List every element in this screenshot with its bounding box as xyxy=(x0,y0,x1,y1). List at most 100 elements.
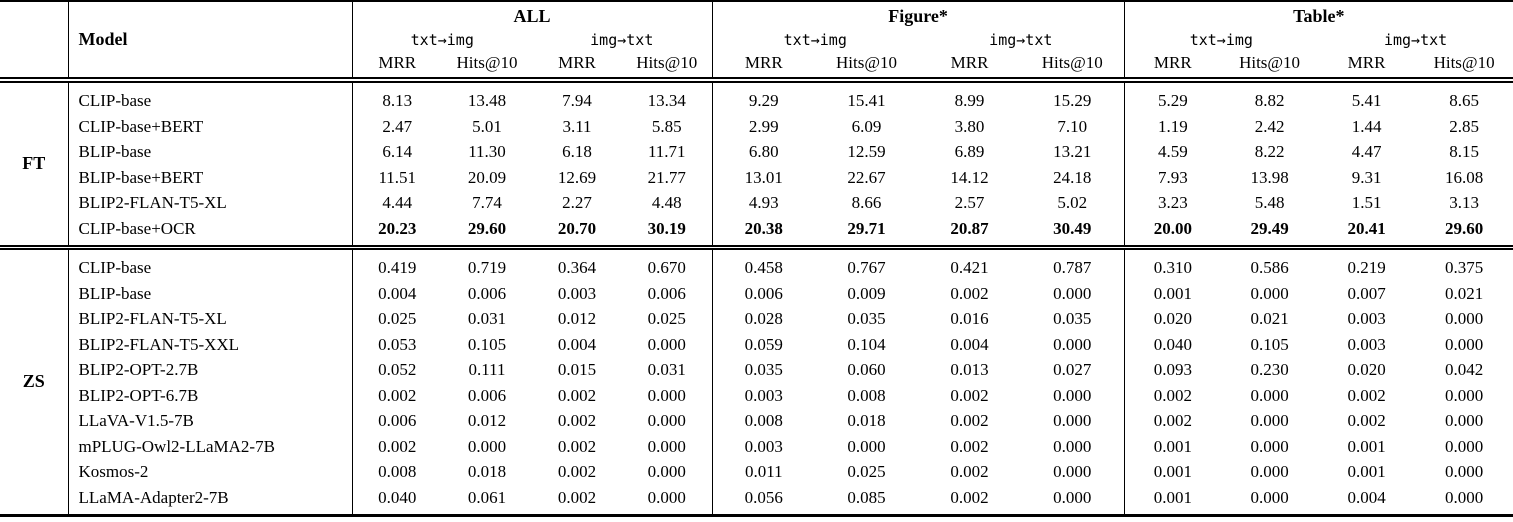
value-cell: 0.000 xyxy=(647,334,686,354)
value-cell: 0.000 xyxy=(1444,309,1484,328)
value-cell: 0.002 xyxy=(1123,382,1222,408)
value-cell: 0.104 xyxy=(847,334,886,354)
value-cell: 0.025 xyxy=(647,309,686,328)
value-cell: 5.48 xyxy=(1254,193,1285,212)
value-cell: 0.000 xyxy=(647,462,686,481)
value-cell: 9.29 xyxy=(711,80,816,114)
value-cell: 0.767 xyxy=(847,258,886,277)
metric-header-mrr: MRR xyxy=(1318,53,1416,83)
value-cell: 5.85 xyxy=(651,116,682,136)
group-header-all: ALL xyxy=(351,1,713,27)
value-cell: 13.48 xyxy=(467,91,507,110)
table-row: LLaMA-Adapter2-7B 0.040 0.061 0.002 0.000 0.0… xyxy=(0,484,1513,516)
value-cell: 0.375 xyxy=(1444,258,1484,277)
value-cell: 0.001 xyxy=(1347,462,1386,481)
value-cell: 0.000 xyxy=(1444,411,1484,430)
value-cell: 3.23 xyxy=(1123,190,1222,216)
value-cell: 30.19 xyxy=(622,215,713,250)
value-cell: 11.51 xyxy=(351,164,442,190)
table-row: FT CLIP-base 8.13 13.48 7.94 13.34 9.29 15.41 8.… xyxy=(0,80,1513,250)
direction-header-img-txt: img→txt xyxy=(590,31,654,49)
model-name: LLaVA-V1.5-7B xyxy=(67,408,352,434)
value-cell: 8.22 xyxy=(1254,142,1285,161)
metric-header-mrr: MRR xyxy=(918,53,1022,83)
model-name: BLIP-base xyxy=(67,280,352,306)
value-cell: 0.021 xyxy=(1250,309,1289,328)
table-row: mPLUG-Owl2-LLaMA2-7B 0.002 0.000 0.002 0.000… xyxy=(0,433,1513,459)
section-zs: ZS CLIP-base 0.419 0.719 0.364 0.670 0.458 0.76… xyxy=(0,247,1513,516)
value-cell: 0.000 xyxy=(847,436,886,456)
model-name: BLIP2-FLAN-T5-XXL xyxy=(67,331,352,357)
model-name: LLaMA-Adapter2-7B xyxy=(67,484,352,516)
value-cell: 0.006 xyxy=(467,283,507,303)
value-cell: 30.49 xyxy=(1021,215,1125,250)
value-cell: 15.41 xyxy=(847,91,886,110)
value-cell: 0.586 xyxy=(1250,258,1289,277)
value-cell: 0.006 xyxy=(647,283,686,303)
value-cell: 0.000 xyxy=(1250,487,1289,507)
value-cell: 13.21 xyxy=(1053,142,1092,161)
value-cell: 0.002 xyxy=(950,436,989,456)
value-cell: 6.18 xyxy=(562,142,592,161)
value-cell: 7.93 xyxy=(1123,164,1222,190)
metric-header-hits10: Hits@10 xyxy=(622,53,713,83)
value-cell: 0.000 xyxy=(1053,283,1092,303)
value-cell: 20.23 xyxy=(351,215,442,250)
value-cell: 24.18 xyxy=(1053,167,1092,187)
value-cell: 0.035 xyxy=(711,357,816,383)
value-cell: 0.013 xyxy=(950,360,989,379)
metric-header-mrr: MRR xyxy=(351,53,442,83)
table-row: ZS CLIP-base 0.419 0.719 0.364 0.670 0.458 0.76… xyxy=(0,247,1513,391)
value-cell: 4.44 xyxy=(351,190,442,216)
value-cell: 9.31 xyxy=(1351,167,1382,187)
value-cell: 0.000 xyxy=(1250,436,1289,456)
value-cell: 8.82 xyxy=(1254,91,1285,110)
value-cell: 0.002 xyxy=(557,385,597,405)
value-cell: 0.002 xyxy=(950,385,989,405)
value-cell: 0.002 xyxy=(557,436,597,456)
value-cell: 0.002 xyxy=(351,433,442,459)
table-row: CLIP-base+BERT 2.47 5.01 3.11 5.85 2.99 6.09 3.… xyxy=(0,113,1513,139)
value-cell: 0.035 xyxy=(847,309,886,328)
value-cell: 0.040 xyxy=(351,484,442,516)
value-cell: 0.230 xyxy=(1250,360,1289,379)
value-cell: 0.031 xyxy=(467,309,507,328)
metric-header-hits10: Hits@10 xyxy=(1021,53,1125,83)
value-cell: 0.002 xyxy=(1347,411,1386,430)
value-cell: 0.000 xyxy=(1444,487,1484,507)
value-cell: 14.12 xyxy=(950,167,989,187)
value-cell: 0.001 xyxy=(1123,484,1222,516)
value-cell: 0.021 xyxy=(1444,283,1484,303)
model-name: BLIP2-FLAN-T5-XL xyxy=(67,306,352,332)
value-cell: 0.052 xyxy=(351,357,442,383)
value-cell: 0.002 xyxy=(557,411,597,430)
metric-header-mrr: MRR xyxy=(532,53,622,83)
value-cell: 0.105 xyxy=(1250,334,1289,354)
metric-header-hits10: Hits@10 xyxy=(442,53,532,83)
metric-header-hits10: Hits@10 xyxy=(1415,53,1513,83)
value-cell: 0.093 xyxy=(1123,357,1222,383)
value-cell: 0.001 xyxy=(1347,436,1386,456)
value-cell: 0.001 xyxy=(1123,280,1222,306)
value-cell: 7.10 xyxy=(1057,116,1088,136)
value-cell: 0.035 xyxy=(1053,309,1092,328)
value-cell: 0.018 xyxy=(847,411,886,430)
table-row: BLIP2-FLAN-T5-XL 4.44 7.74 2.27 4.48 4.93 8.66… xyxy=(0,190,1513,216)
value-cell: 0.000 xyxy=(1053,385,1092,405)
value-cell: 0.040 xyxy=(1123,331,1222,357)
value-cell: 13.34 xyxy=(647,91,686,110)
value-cell: 0.105 xyxy=(467,334,507,354)
value-cell: 0.000 xyxy=(1250,283,1289,303)
value-cell: 20.38 xyxy=(711,215,816,250)
value-cell: 0.000 xyxy=(647,411,686,430)
value-cell: 20.70 xyxy=(532,215,622,250)
value-cell: 2.57 xyxy=(954,193,985,212)
corner-cell xyxy=(0,1,68,83)
header-row-metrics: MRR Hits@10 MRR Hits@10 MRR Hits@10 MRR Hits@10… xyxy=(0,53,1513,83)
direction-header-txt-img: txt→img xyxy=(1123,27,1319,53)
model-name: BLIP2-OPT-2.7B xyxy=(67,357,352,383)
value-cell: 0.000 xyxy=(1250,385,1289,405)
value-cell: 29.49 xyxy=(1221,215,1319,250)
value-cell: 29.60 xyxy=(442,215,532,250)
value-cell: 0.000 xyxy=(647,436,686,456)
